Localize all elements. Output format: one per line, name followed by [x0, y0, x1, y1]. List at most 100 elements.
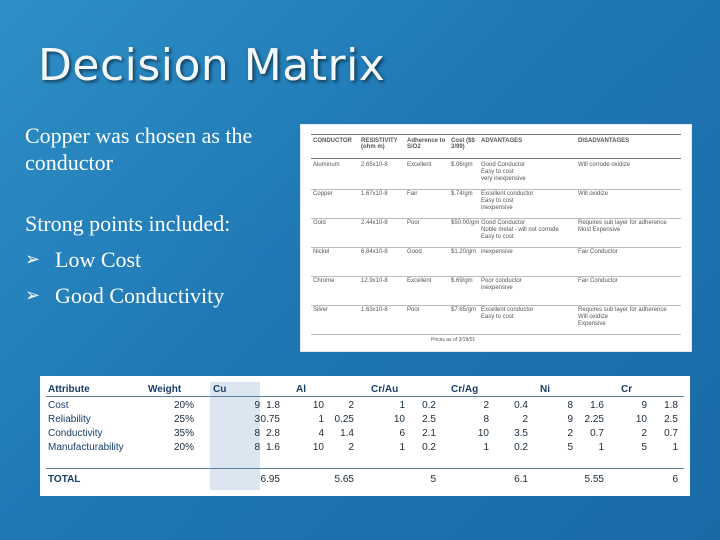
bullet-item-label: Low Cost [55, 247, 142, 272]
matrix-weighted-value: 3.5 [514, 428, 528, 439]
matrix-weighted-value: 2.5 [664, 414, 678, 425]
matrix-score: 9 [567, 414, 573, 425]
matrix-score: 1 [483, 442, 489, 453]
matrix-score: 5 [567, 442, 573, 453]
matrix-score: 10 [312, 400, 324, 411]
matrix-header-crau: Cr/Au [371, 384, 399, 395]
conductor-cell-name: Aluminum [313, 162, 340, 168]
matrix-weight: 20% [173, 400, 194, 411]
matrix-weighted-value: 2.25 [584, 414, 604, 425]
matrix-score: 5 [641, 442, 647, 453]
conductor-cell-dis: Requires sub layer for adherence Most Ex… [578, 220, 667, 233]
matrix-score: 8 [567, 400, 573, 411]
conductor-cell-res: 2.44x10-8 [361, 220, 388, 226]
matrix-score: 10 [477, 428, 489, 439]
conductor-table: CONDUCTOR RESISTIVITY (ohm m) Adherence … [300, 124, 692, 352]
conductor-cell-name: Silver [313, 307, 329, 313]
matrix-header-cr: Cr [621, 384, 633, 395]
table-rule [311, 134, 681, 135]
matrix-weighted-value: 2 [522, 414, 528, 425]
matrix-score: 10 [393, 414, 405, 425]
matrix-header-al: Al [296, 384, 306, 395]
matrix-weighted-value: 1.6 [590, 400, 604, 411]
total-crag: 6.1 [514, 474, 528, 485]
matrix-weighted-value: 0.25 [334, 414, 354, 425]
matrix-weighted-value: 1.4 [340, 428, 354, 439]
bullet-item: ➢ Low Cost [25, 246, 295, 273]
matrix-score: 10 [312, 442, 324, 453]
conductor-cell-adv: Excellent conductor Easy to cost inexpen… [481, 191, 534, 211]
decision-matrix: Attribute Weight Cu Al Cr/Au Cr/Ag Ni Cr… [40, 376, 690, 496]
conductor-cell-res: 1.63x10-8 [361, 307, 388, 313]
matrix-header-attribute: Attribute [48, 384, 90, 395]
table-rule [311, 334, 681, 335]
conductor-cell-dis: Will oxidize [578, 191, 609, 197]
conductor-cell-adh: Excellent [407, 162, 432, 168]
arrow-bullet-icon: ➢ [25, 285, 41, 306]
conductor-cell-cost: $.06/gm [451, 162, 473, 168]
total-ni: 5.55 [584, 474, 604, 485]
conductor-cell-adh: Fair [407, 191, 418, 197]
matrix-row-label: Manufacturability [48, 442, 124, 453]
conductor-cell-res: 2.65x10-8 [361, 162, 388, 168]
matrix-weighted-value: 2.5 [422, 414, 436, 425]
conductor-cell-cost: $7.65/gm [451, 307, 477, 313]
matrix-score: 3 [254, 414, 260, 425]
matrix-score: 8 [254, 428, 260, 439]
matrix-score: 6 [399, 428, 405, 439]
conductor-cell-name: Gold [313, 220, 326, 226]
matrix-weighted-value: 0.7 [664, 428, 678, 439]
conductor-cell-cost: $50.00/gm [451, 220, 480, 226]
conductor-cell-dis: Will corrode oxidize [578, 162, 631, 168]
matrix-score: 1 [399, 442, 405, 453]
matrix-weighted-value: 0.4 [514, 400, 528, 411]
conductor-cell-res: 1.67x10-8 [361, 191, 388, 197]
conductor-cell-dis: Fair Conductor [578, 249, 618, 255]
header-resistivity: RESISTIVITY (ohm m) [361, 138, 398, 150]
matrix-weighted-value: 1.8 [266, 400, 280, 411]
conductor-cell-name: Chrome [313, 278, 335, 284]
matrix-weighted-value: 0.75 [260, 414, 280, 425]
conductor-cell-res: 12.9x10-8 [361, 278, 388, 284]
conductor-cell-cost: $.74/gm [451, 191, 473, 197]
matrix-weighted-value: 1 [598, 442, 604, 453]
table-rule [311, 218, 681, 219]
total-crau: 5 [430, 474, 436, 485]
conductor-cell-adh: Excellent [407, 278, 432, 284]
matrix-header-cu: Cu [213, 384, 227, 395]
conductor-cell-res: 6.84x10-8 [361, 249, 388, 255]
bullet-text: Copper was chosen as the conductor Stron… [25, 122, 295, 318]
matrix-weighted-value: 2 [348, 400, 354, 411]
matrix-row-label: Conductivity [48, 428, 103, 439]
matrix-rule [46, 468, 684, 469]
header-cost: Cost ($$ 3/99) [451, 138, 475, 150]
matrix-header-ni: Ni [540, 384, 550, 395]
slide-title: Decision Matrix [38, 40, 386, 91]
table-footnote: Prices as of 3/19/01 [431, 337, 476, 343]
conductor-cell-adv: inexpensive [481, 249, 513, 255]
table-rule [311, 158, 681, 159]
matrix-row-label: Cost [48, 400, 69, 411]
matrix-weighted-value: 1.6 [266, 442, 280, 453]
matrix-row-label: Reliability [48, 414, 91, 425]
conductor-cell-name: Copper [313, 191, 333, 197]
conductor-cell-dis: Requires sub layer for adherence Will ox… [578, 307, 667, 327]
table-rule [311, 276, 681, 277]
intro-text: Copper was chosen as the conductor [25, 123, 253, 175]
conductor-cell-adh: Good [407, 249, 422, 255]
conductor-cell-adv: Good Conductor Noble metal - will not co… [481, 220, 559, 240]
matrix-weight: 35% [173, 428, 194, 439]
matrix-score: 2 [641, 428, 647, 439]
arrow-bullet-icon: ➢ [25, 249, 41, 270]
conductor-cell-cost: $.69/gm [451, 278, 473, 284]
bullet-item: ➢ Good Conductivity [25, 282, 295, 309]
table-rule [311, 305, 681, 306]
matrix-header-weight: Weight [148, 384, 182, 395]
header-conductor: CONDUCTOR [313, 138, 352, 144]
total-al: 5.65 [334, 474, 354, 485]
matrix-weighted-value: 1 [672, 442, 678, 453]
conductor-cell-adh: Poor [407, 307, 420, 313]
total-cu: 6.95 [260, 474, 280, 485]
matrix-weighted-value: 0.2 [422, 442, 436, 453]
matrix-score: 8 [254, 442, 260, 453]
